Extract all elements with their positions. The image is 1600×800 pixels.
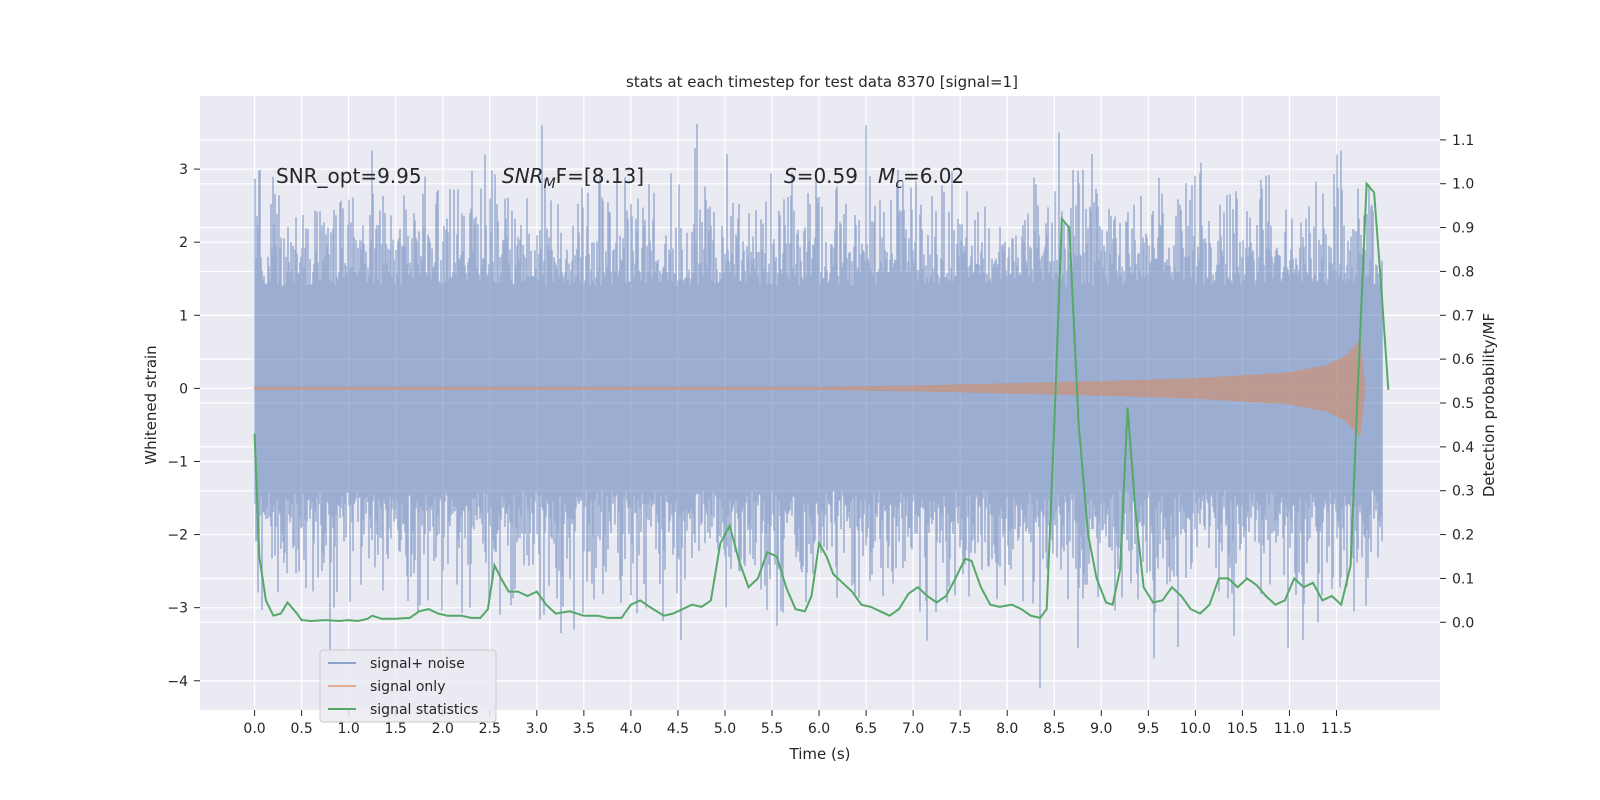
x-tick-label: 11.5 bbox=[1321, 721, 1352, 737]
x-tick-label: 3.5 bbox=[573, 721, 595, 737]
legend: signal+ noise signal only signal statist… bbox=[319, 649, 497, 723]
y-tick-label-left: 2 bbox=[179, 235, 188, 251]
y-tick-label-right: 0.8 bbox=[1452, 264, 1474, 280]
annotation-snr-mf: SNRMF=[8.13] bbox=[502, 164, 644, 192]
x-tick-label: 7.5 bbox=[949, 721, 971, 737]
y-tick-label-right: 0.3 bbox=[1452, 484, 1474, 500]
y-tick-label-right: 1.0 bbox=[1452, 177, 1474, 193]
x-tick-label: 0.5 bbox=[290, 721, 312, 737]
y-axis-right-label: Detection probability/MF bbox=[1480, 313, 1498, 497]
x-tick-label: 10.0 bbox=[1180, 721, 1211, 737]
x-tick-label: 9.5 bbox=[1137, 721, 1159, 737]
y-tick-label-right: 0.7 bbox=[1452, 308, 1474, 324]
annotation-mc: Mc=6.02 bbox=[878, 164, 964, 192]
x-tick-label: 5.5 bbox=[761, 721, 783, 737]
annotation-s: S=0.59 bbox=[784, 164, 858, 188]
y-tick-label-left: −4 bbox=[167, 674, 188, 690]
y-tick-label-left: −3 bbox=[167, 601, 188, 617]
x-tick-label: 2.0 bbox=[432, 721, 454, 737]
y-axis-left-ticks: 3 2 1 0 −1 −2 −3 −4 bbox=[167, 162, 200, 690]
y-tick-label-left: −2 bbox=[167, 528, 188, 544]
y-tick-label-right: 1.1 bbox=[1452, 133, 1474, 149]
series-signal-only bbox=[254, 341, 1366, 436]
y-tick-label-left: 1 bbox=[179, 308, 188, 324]
y-tick-label-right: 0.1 bbox=[1452, 571, 1474, 587]
x-tick-label: 5.0 bbox=[714, 721, 736, 737]
x-tick-label: 6.5 bbox=[855, 721, 877, 737]
x-tick-label: 4.0 bbox=[620, 721, 642, 737]
x-tick-label: 3.0 bbox=[526, 721, 548, 737]
y-tick-label-right: 0.6 bbox=[1452, 352, 1474, 368]
y-tick-label-right: 0.2 bbox=[1452, 528, 1474, 544]
x-tick-label: 2.5 bbox=[479, 721, 501, 737]
x-tick-label: 0.0 bbox=[243, 721, 265, 737]
legend-label-signal-only: signal only bbox=[370, 679, 445, 695]
x-tick-label: 6.0 bbox=[808, 721, 830, 737]
legend-box bbox=[319, 649, 497, 723]
x-tick-label: 8.5 bbox=[1043, 721, 1065, 737]
y-tick-label-right: 0.5 bbox=[1452, 396, 1474, 412]
y-tick-label-left: 3 bbox=[179, 162, 188, 178]
legend-label-signal-statistics: signal statistics bbox=[370, 702, 478, 718]
y-tick-label-left: −1 bbox=[167, 454, 188, 470]
x-axis-ticks: 0.0 0.5 1.0 1.5 2.0 2.5 3.0 3.5 4.0 4.5 5.0 5.5 6.0 6… bbox=[243, 710, 1352, 737]
x-tick-label: 4.5 bbox=[667, 721, 689, 737]
x-tick-label: 1.0 bbox=[338, 721, 360, 737]
x-tick-label: 7.0 bbox=[902, 721, 924, 737]
x-tick-label: 11.0 bbox=[1274, 721, 1305, 737]
x-tick-label: 10.5 bbox=[1227, 721, 1258, 737]
series-signal-statistics bbox=[253, 181, 1390, 623]
y-tick-label-right: 0.4 bbox=[1452, 440, 1474, 456]
x-tick-label: 9.0 bbox=[1090, 721, 1112, 737]
x-tick-label: 8.0 bbox=[996, 721, 1018, 737]
y-axis-left-label: Whitened strain bbox=[142, 345, 160, 464]
legend-label-signal-noise: signal+ noise bbox=[370, 656, 465, 672]
y-axis-right-ticks: 1.1 1.0 0.9 0.8 0.7 0.6 0.5 0.4 0.3 0.2 0.1 0.0 bbox=[1440, 133, 1474, 631]
annotation-snr-opt: SNR_opt=9.95 bbox=[276, 164, 422, 188]
x-axis-label: Time (s) bbox=[789, 745, 851, 763]
y-tick-label-left: 0 bbox=[179, 381, 188, 397]
y-tick-label-right: 0.0 bbox=[1452, 615, 1474, 631]
y-tick-label-right: 0.9 bbox=[1452, 221, 1474, 237]
chart-title: stats at each timestep for test data 837… bbox=[626, 73, 1018, 91]
x-tick-label: 1.5 bbox=[385, 721, 407, 737]
